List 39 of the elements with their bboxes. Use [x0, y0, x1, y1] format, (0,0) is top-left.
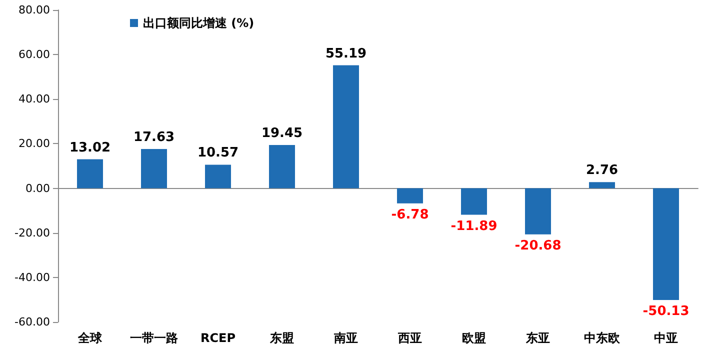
bar	[525, 188, 551, 234]
data-label: -6.78	[391, 207, 429, 222]
x-tick-label: 南亚	[333, 331, 358, 345]
data-label: 2.76	[586, 163, 618, 178]
data-label: 55.19	[325, 46, 367, 62]
x-tick-label: 东亚	[525, 331, 550, 345]
bar	[589, 182, 615, 188]
y-tick-label: -40.00	[14, 270, 50, 284]
x-tick-label: 中东欧	[584, 331, 621, 345]
data-label: 19.45	[261, 126, 303, 141]
x-tick-label: 一带一路	[130, 331, 179, 345]
legend-label: 出口额同比增速 (%)	[143, 16, 254, 30]
bar	[205, 164, 231, 188]
y-tick-label: -60.00	[14, 316, 50, 328]
y-tick-label: 80.00	[18, 4, 50, 16]
bar	[653, 188, 679, 300]
data-label: -11.89	[450, 218, 498, 234]
x-tick-label: 中亚	[654, 331, 678, 345]
bar	[397, 188, 423, 204]
x-tick-label: 西亚	[397, 331, 422, 345]
bar	[77, 159, 103, 188]
data-label: 13.02	[69, 140, 111, 156]
y-tick-label: 0.00	[26, 182, 50, 195]
data-label: 10.57	[197, 146, 239, 161]
y-tick-label: 40.00	[18, 92, 50, 106]
x-tick-label: RCEP	[200, 331, 236, 345]
x-tick-label: 欧盟	[462, 331, 486, 345]
data-label: -20.68	[514, 238, 562, 254]
bar	[141, 148, 167, 188]
data-label: 17.63	[133, 130, 175, 145]
bar	[333, 65, 359, 188]
data-label: -50.13	[642, 304, 690, 320]
bar	[461, 188, 487, 215]
y-tick-label: 20.00	[18, 137, 50, 150]
y-tick-label: -20.00	[14, 226, 50, 240]
x-tick-label: 东盟	[269, 331, 294, 345]
y-tick-label: 60.00	[18, 48, 50, 62]
bar	[269, 144, 295, 188]
x-tick-label: 全球	[77, 331, 103, 345]
